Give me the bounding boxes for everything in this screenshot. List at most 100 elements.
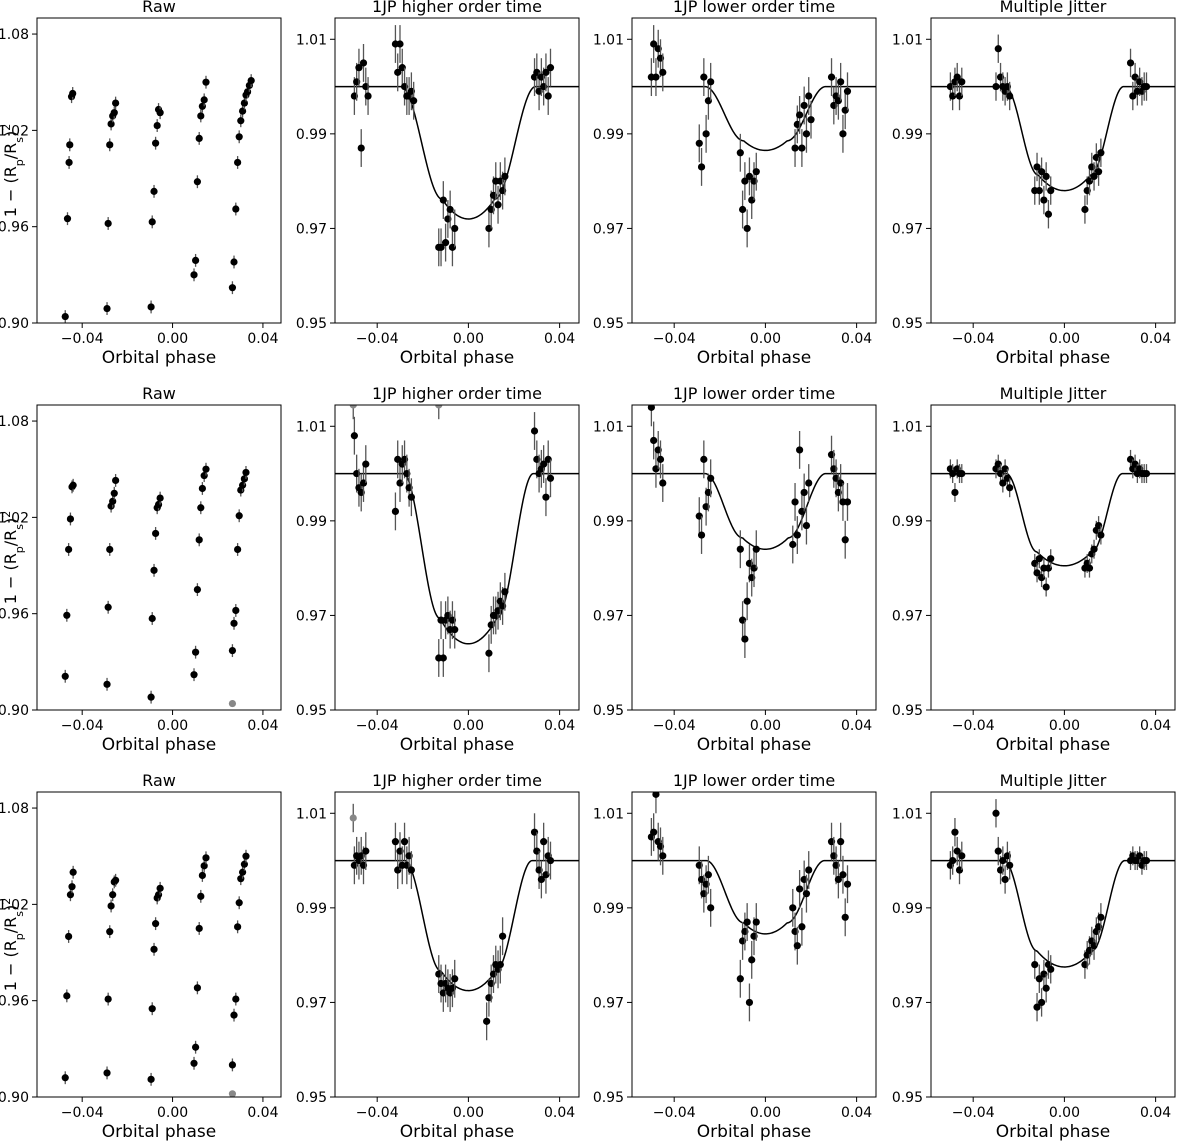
data-point [791,144,799,152]
panel-frame [334,791,580,1098]
y-tick-label: 0.96 [0,607,29,623]
y-tick-label: 1.01 [593,419,624,435]
y-tick-label: 0.97 [593,608,624,624]
data-point [752,545,760,553]
y-tick-label: 0.97 [892,221,923,237]
data-point [652,73,660,81]
x-axis-label: Orbital phase [697,1122,811,1142]
y-tick-label: 0.97 [593,995,624,1011]
data-point [992,82,1000,91]
data-point [741,177,749,185]
x-tick-label: −0.04 [356,718,399,734]
x-tick-label: 0.04 [247,718,278,734]
panel-title: 1JP lower order time [673,0,835,16]
data-point [240,99,248,107]
x-tick-label: −0.04 [952,718,995,734]
y-axis-label-part: 1 − (R [1,553,20,604]
x-axis-label: Orbital phase [400,1122,514,1142]
y-tick-label: 0.95 [892,1090,923,1106]
data-point [66,141,74,149]
data-point [791,498,799,506]
data-point [752,918,760,926]
data-point [1001,875,1009,884]
y-axis-label-part: p [13,933,26,940]
y-tick-label: 1.02 [0,510,29,526]
data-point [738,205,747,214]
plot-area [931,449,1175,597]
data-point [650,436,658,445]
y-tick-label: 0.97 [296,608,327,624]
x-tick-label: −0.04 [952,1105,995,1121]
y-tick-label: 0.96 [0,220,29,236]
data-point [953,847,961,855]
outlier-point [349,814,357,822]
data-point [235,899,243,907]
plot-area [61,849,250,1097]
plot-area [61,462,250,708]
plot-area [335,405,579,677]
data-point [743,224,751,233]
data-point [499,932,507,940]
plot-area [335,803,579,1041]
data-point [103,304,111,313]
data-point [156,109,164,117]
y-tick-label: 1.02 [0,123,29,139]
data-point [230,1011,238,1019]
data-point [1081,205,1089,214]
outlier-point [435,405,443,409]
data-point [362,460,370,468]
data-point [802,521,811,530]
data-point [800,488,808,497]
data-point [702,130,710,138]
outlier-point [228,1090,237,1097]
data-point [748,956,756,964]
data-point [104,219,112,228]
y-axis-label-part: /R [1,917,20,934]
data-point [999,479,1007,487]
data-point [150,187,158,195]
plot-area [632,25,876,248]
y-tick-label: 1.08 [0,27,29,43]
y-tick-label: 0.99 [296,901,327,917]
data-point [994,847,1002,855]
data-point [501,172,509,181]
data-point [232,205,240,213]
x-axis-label: Orbital phase [996,348,1110,368]
data-point [1126,59,1135,67]
x-tick-label: 0.00 [157,331,188,347]
data-point [69,89,77,98]
data-point [802,890,811,898]
data-point [805,479,813,487]
panel-title: Multiple Jitter [1000,384,1107,403]
y-tick-label: 0.95 [296,703,327,719]
data-point [228,284,237,292]
data-point [66,515,75,523]
data-point [736,545,744,553]
y-tick-label: 0.90 [0,703,29,719]
data-point [1097,531,1105,539]
data-point [736,149,744,157]
x-tick-label: 0.00 [157,718,188,734]
y-axis-label-part: /R [1,530,20,547]
x-tick-label: −0.04 [952,331,995,347]
data-point [697,163,706,171]
data-point [109,891,117,899]
data-point [394,68,402,76]
data-point [235,512,243,520]
data-point [789,904,797,912]
data-point [104,603,112,611]
data-point [1040,196,1048,204]
data-point [793,531,801,539]
data-point [745,998,754,1007]
x-tick-label: 0.00 [1049,1105,1080,1121]
data-point [949,856,957,865]
data-point [650,828,658,836]
data-point [197,892,205,900]
data-point [195,536,203,544]
data-point [109,497,117,505]
data-point [834,875,842,884]
data-point [65,158,73,167]
data-point [697,531,706,539]
data-point [1042,583,1050,591]
data-point [1097,913,1105,921]
